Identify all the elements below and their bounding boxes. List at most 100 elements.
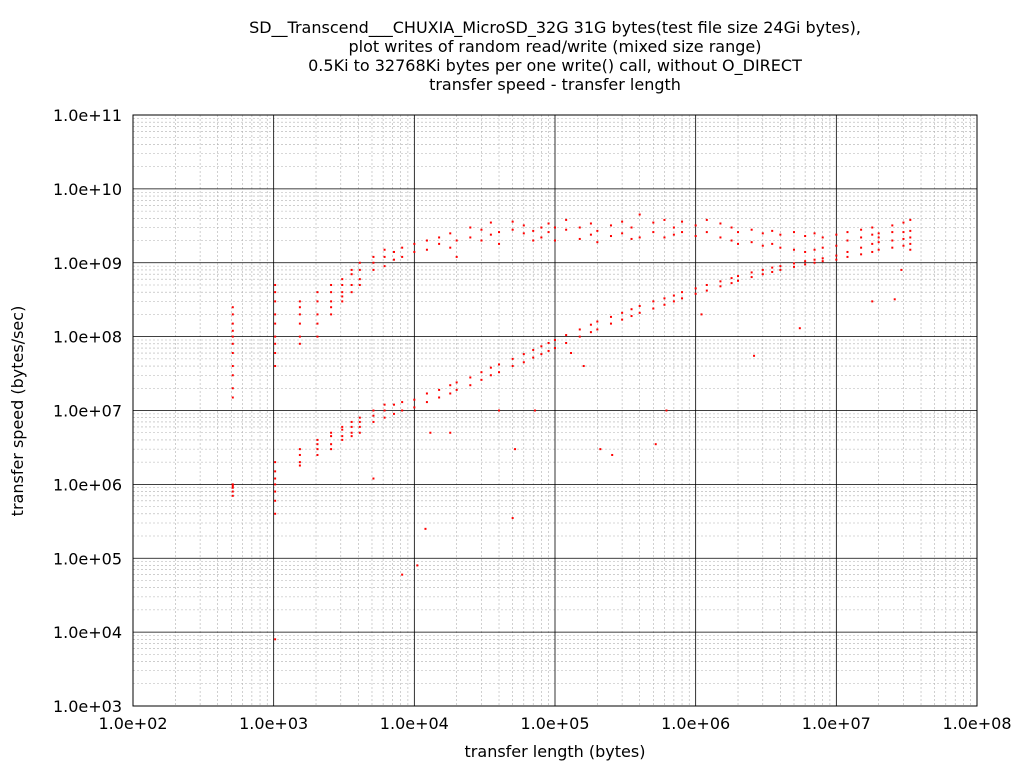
data-point	[540, 353, 543, 356]
data-point	[358, 416, 361, 419]
data-point	[372, 409, 375, 412]
data-point	[813, 258, 816, 261]
data-point	[401, 409, 404, 412]
data-point	[449, 384, 452, 387]
data-point	[771, 270, 774, 273]
data-point	[469, 384, 472, 387]
data-point	[274, 313, 277, 316]
data-point	[719, 280, 722, 283]
data-point	[383, 409, 386, 412]
data-point	[341, 425, 344, 428]
data-point	[547, 222, 550, 225]
data-point	[274, 300, 277, 303]
data-point	[298, 453, 301, 456]
data-point	[871, 250, 874, 253]
data-point	[449, 232, 452, 235]
data-point	[719, 236, 722, 239]
data-point	[425, 248, 428, 251]
data-point	[821, 257, 824, 260]
data-point	[652, 307, 655, 310]
data-point	[522, 224, 525, 227]
data-point	[891, 246, 894, 249]
title-line-4: transfer speed - transfer length	[429, 75, 681, 94]
data-point	[779, 268, 782, 271]
data-point	[871, 226, 874, 229]
data-point	[621, 311, 624, 314]
data-point	[672, 294, 675, 297]
data-point	[779, 265, 782, 268]
data-point	[522, 353, 525, 356]
data-point	[565, 228, 568, 231]
data-point	[274, 322, 277, 325]
data-point	[609, 315, 612, 318]
data-point	[330, 431, 333, 434]
data-point	[804, 260, 807, 263]
data-point	[392, 412, 395, 415]
y-tick-label: 1.0e+03	[53, 697, 122, 716]
data-point	[565, 341, 568, 344]
data-point	[489, 366, 492, 369]
data-point	[316, 313, 319, 316]
data-point	[392, 403, 395, 406]
title-line-3: 0.5Ki to 32768Ki bytes per one write() c…	[308, 56, 802, 76]
data-point	[316, 322, 319, 325]
data-point	[694, 235, 697, 238]
data-point	[316, 448, 319, 451]
data-point	[609, 235, 612, 238]
data-point	[630, 308, 633, 311]
data-point	[596, 229, 599, 232]
data-point	[489, 221, 492, 224]
data-point	[372, 477, 375, 480]
data-point	[341, 428, 344, 431]
data-point	[469, 236, 472, 239]
data-point	[750, 276, 753, 279]
data-point	[231, 485, 234, 488]
data-point	[425, 401, 428, 404]
data-point	[316, 300, 319, 303]
data-point	[489, 233, 492, 236]
data-point	[761, 244, 764, 247]
data-point	[383, 403, 386, 406]
data-point	[578, 237, 581, 240]
data-point	[424, 527, 427, 530]
data-point	[779, 233, 782, 236]
data-point	[298, 342, 301, 345]
data-point	[298, 464, 301, 467]
data-point	[455, 255, 458, 258]
data-point	[737, 275, 740, 278]
data-point	[350, 435, 353, 438]
data-point	[540, 345, 543, 348]
data-point	[449, 431, 452, 434]
data-point	[909, 218, 912, 221]
data-point	[438, 388, 441, 391]
data-point	[274, 365, 277, 368]
data-point	[341, 300, 344, 303]
data-point	[511, 220, 514, 223]
data-point	[638, 236, 641, 239]
data-point	[893, 298, 896, 301]
data-point	[554, 239, 556, 242]
data-point	[877, 236, 880, 239]
data-point	[274, 283, 277, 286]
data-point	[401, 255, 404, 258]
data-point	[835, 244, 838, 247]
data-point	[498, 409, 501, 412]
data-point	[298, 300, 301, 303]
data-point	[392, 250, 395, 253]
data-point	[681, 291, 684, 294]
data-point	[860, 236, 863, 239]
y-tick-label: 1.0e+09	[53, 254, 122, 273]
data-point	[231, 490, 234, 493]
data-point	[891, 224, 894, 227]
x-tick-label: 1.0e+02	[98, 714, 167, 733]
data-point	[358, 268, 361, 271]
data-point	[383, 265, 386, 268]
data-point	[274, 483, 277, 486]
data-point	[779, 246, 782, 249]
data-point	[316, 438, 319, 441]
data-point	[891, 239, 894, 242]
data-point	[350, 273, 353, 276]
data-point	[540, 236, 543, 239]
data-point	[694, 287, 697, 290]
data-point	[316, 335, 319, 338]
